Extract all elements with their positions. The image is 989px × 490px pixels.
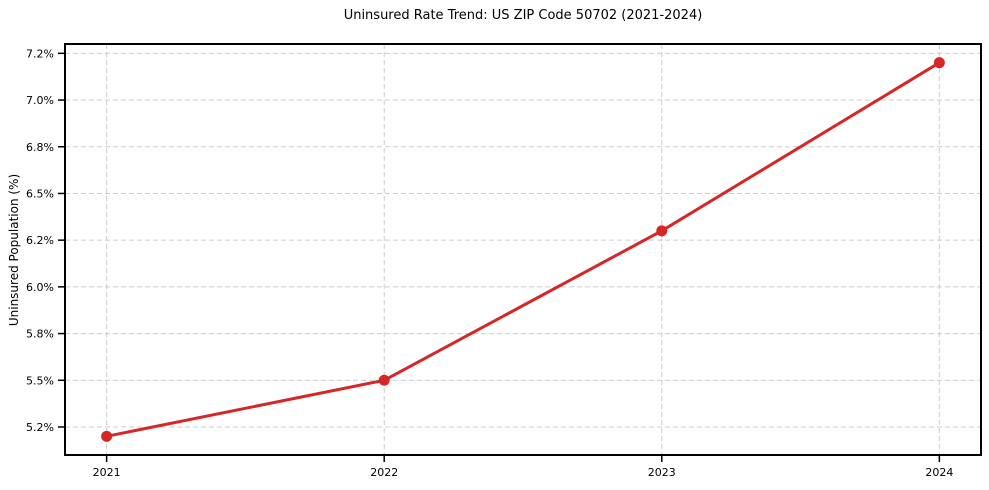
data-point bbox=[933, 57, 945, 69]
y-tick-label: 6.5% bbox=[26, 187, 54, 200]
y-tick-label: 7.0% bbox=[26, 94, 54, 107]
plot-box-spines bbox=[64, 43, 982, 456]
y-tick-label: 6.2% bbox=[26, 234, 54, 247]
y-tick-label: 5.5% bbox=[26, 374, 54, 387]
y-tick-label: 5.8% bbox=[26, 328, 54, 341]
data-point bbox=[101, 430, 113, 442]
y-tick-label: 6.0% bbox=[26, 281, 54, 294]
x-tick-label: 2021 bbox=[93, 466, 121, 479]
x-tick-label: 2024 bbox=[925, 466, 953, 479]
chart-title: Uninsured Rate Trend: US ZIP Code 50702 … bbox=[343, 8, 703, 23]
y-tick-label: 5.2% bbox=[26, 421, 54, 434]
y-tick-label: 6.8% bbox=[26, 141, 54, 154]
x-tick-label: 2023 bbox=[648, 466, 676, 479]
trend-line bbox=[105, 61, 941, 438]
data-point bbox=[378, 374, 390, 386]
data-point bbox=[656, 225, 668, 237]
x-tick-label: 2022 bbox=[370, 466, 398, 479]
y-tick-label: 7.2% bbox=[26, 47, 54, 60]
